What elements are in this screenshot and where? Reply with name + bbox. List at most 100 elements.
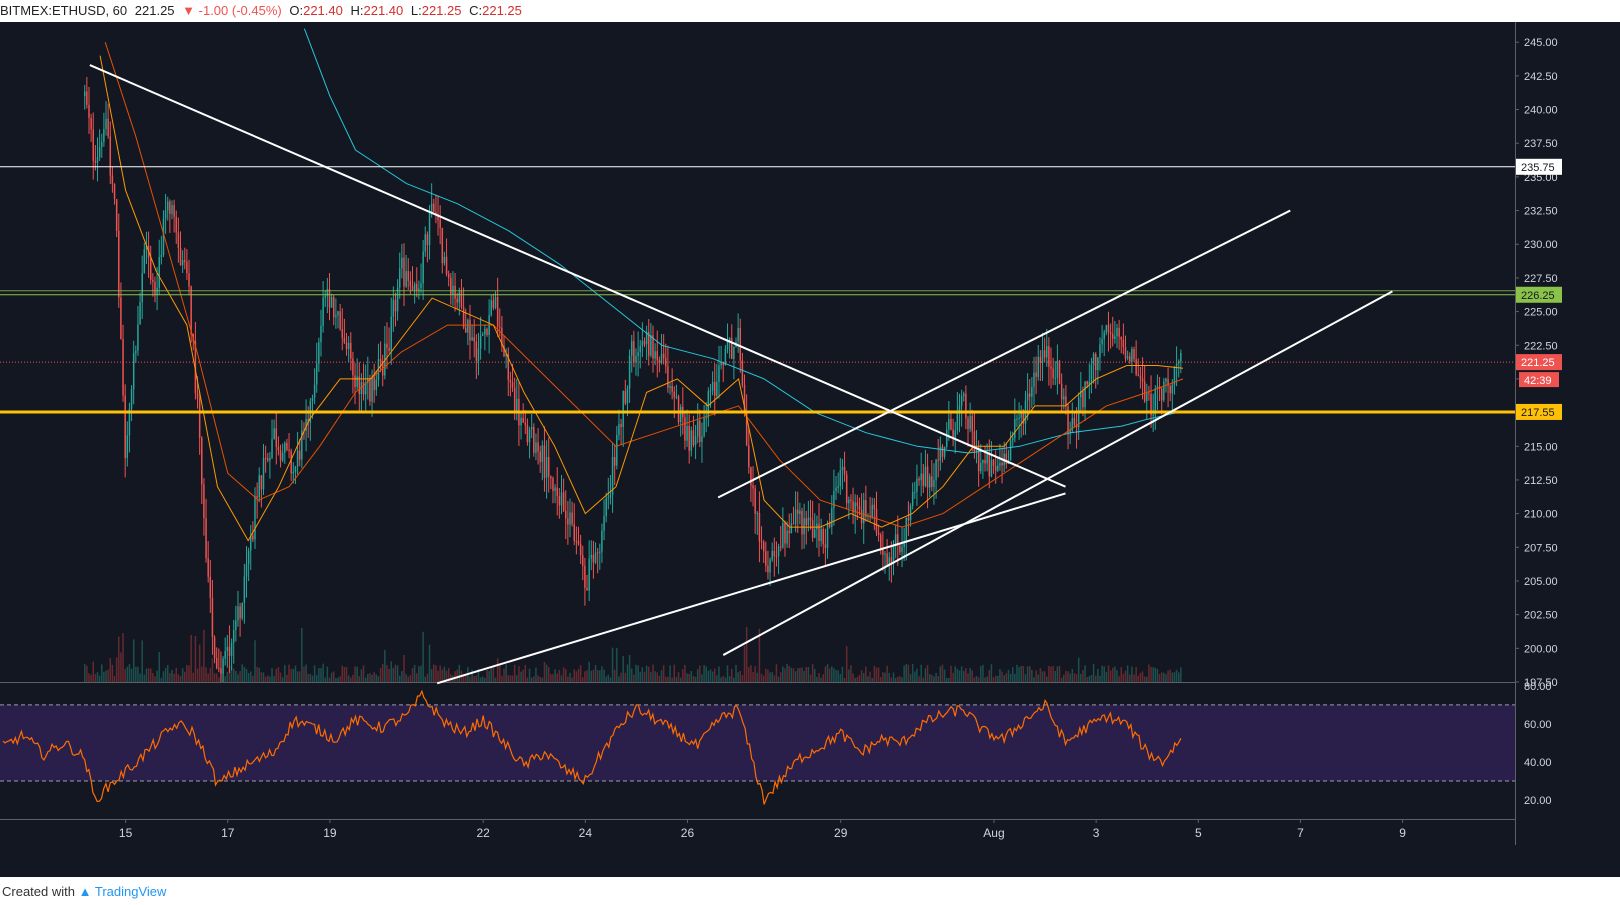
volume-bar [977,677,980,682]
volume-bar [488,671,490,682]
volume-bar [475,675,478,682]
volume-bar [433,664,435,682]
candle [879,534,882,550]
candle [994,465,997,471]
symbol-label[interactable]: BITMEX:ETHUSD, 60 [0,3,128,18]
volume-bar [1024,674,1027,682]
trendlines[interactable] [89,64,1393,685]
candle [405,271,407,287]
trendline[interactable] [89,64,1066,488]
candle [1124,347,1127,359]
volume-bar [1173,672,1176,682]
candle [467,319,469,333]
candle [835,487,837,492]
candle [543,445,546,478]
volume-bar [643,671,646,682]
trendline[interactable] [722,290,1393,656]
volume-bar [305,664,307,682]
candle [118,230,120,298]
volume-bar [1020,665,1022,682]
volume-bar [965,668,967,682]
volume-bar [854,677,856,682]
candle [201,437,203,485]
volume-bar [152,673,154,682]
candle [122,339,124,396]
candle [658,360,661,363]
volume-bar [1107,665,1110,682]
candle [1180,352,1182,362]
time-tick-label: 22 [476,826,490,840]
price-axis[interactable]: 245.00 242.50 240.00 237.50 235.00 232.50 230.… [1515,37,1562,807]
candle [286,442,288,450]
volume-bar [637,665,639,682]
countdown-label: 42:39 [1524,375,1552,387]
candle [690,430,693,451]
candle [1060,383,1063,400]
volume-bar [724,677,727,682]
time-axis[interactable]: 15 17 19 22 24 26 29 Aug 3 5 7 9 [119,819,1406,840]
volume-bar [584,671,586,682]
candle [264,458,267,460]
volume-bar [848,669,850,682]
volume-bar [818,672,820,682]
volume-bar [337,677,339,682]
candle [1001,463,1003,466]
volume-bar [971,670,974,682]
chart-canvas[interactable]: 245.00 242.50 240.00 237.50 235.00 232.50 230.… [0,22,1620,877]
volume-bar [922,677,925,682]
candle [1088,381,1091,385]
candle [814,529,816,538]
trendline[interactable] [717,209,1291,499]
candle [509,379,512,383]
candle [315,363,318,385]
candle [1137,374,1140,376]
candle [899,545,901,553]
volume-bar [120,652,122,682]
candle [562,492,565,512]
volume-bar [1099,675,1101,682]
candle [1177,361,1180,364]
candle [403,257,405,287]
volume-bar [281,677,284,682]
volume-bar [292,668,295,682]
volume-bar [416,673,418,682]
volume-bar [950,665,952,682]
volume-bar [315,674,318,682]
candle [526,424,529,443]
volume-bar [852,673,854,682]
volume-bar [516,675,518,682]
candle [375,379,378,390]
volume-bar [496,658,499,682]
candle [1101,339,1103,345]
candle [1046,346,1048,358]
ohlc-low-label: L: [410,3,422,18]
candle [460,291,463,308]
candle [931,476,933,487]
candle [505,353,507,357]
candle [1084,381,1086,408]
candle [533,427,535,453]
volume-bar [713,668,716,682]
tradingview-brand[interactable]: TradingView [94,884,167,899]
candle [245,563,248,577]
candle [275,428,278,447]
volume-bar [897,676,899,682]
candle [516,398,518,414]
candle [811,520,814,538]
rsi-pane [0,689,1515,805]
candle [1054,377,1057,379]
candle [560,492,563,506]
candle [1129,356,1131,362]
candle [890,557,893,564]
volume-bar [130,668,133,682]
volume-bar [1158,674,1161,682]
candle [524,422,527,425]
candle [637,352,639,357]
candle [701,436,703,442]
candle [313,384,316,398]
candle [396,287,399,312]
volume-bar [835,670,837,682]
volume-bar [1035,670,1037,682]
candle [215,658,218,669]
tradingview-logo-icon[interactable]: ▲ [78,884,92,899]
